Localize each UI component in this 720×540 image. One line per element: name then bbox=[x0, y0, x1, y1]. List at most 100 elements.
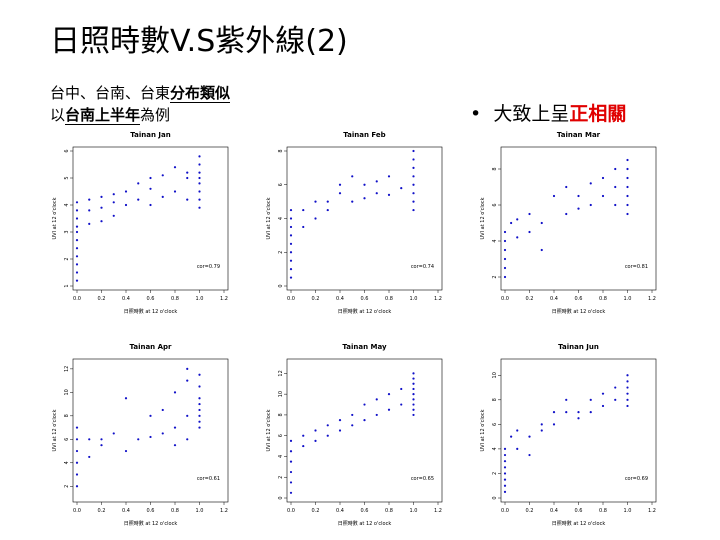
x-tick-label: 0.4 bbox=[122, 296, 130, 302]
scatter-point bbox=[412, 403, 415, 406]
scatter-point bbox=[516, 236, 519, 239]
x-tick-label: 0.8 bbox=[385, 508, 393, 514]
scatter-point bbox=[626, 374, 629, 377]
scatter-point bbox=[363, 419, 366, 422]
x-tick-label: 0.6 bbox=[575, 296, 583, 302]
scatter-point bbox=[124, 203, 128, 207]
x-tick-label: 0.8 bbox=[385, 296, 393, 302]
scatter-point bbox=[412, 413, 415, 417]
scatter-point bbox=[302, 208, 305, 212]
scatter-point bbox=[589, 398, 592, 401]
scatter-point bbox=[289, 470, 293, 474]
plot-title: Tainan May bbox=[342, 343, 387, 351]
x-tick-label: 0.2 bbox=[526, 296, 534, 302]
scatter-point bbox=[338, 419, 342, 422]
scatter-point bbox=[614, 167, 617, 171]
scatter-point bbox=[412, 175, 415, 178]
scatter-svg: Tainan Mar 0.0 0.2 0.4 0.6 0.8 1.0 1.2 2 4 6 8 日照時數 … bbox=[480, 131, 657, 315]
subtitle-line-2: 以台南上半年為例 bbox=[50, 105, 170, 125]
scatter-point bbox=[75, 225, 79, 228]
scatter-point bbox=[75, 255, 79, 258]
scatter-point bbox=[149, 203, 152, 207]
scatter-point bbox=[503, 239, 507, 243]
scatter-point bbox=[412, 208, 415, 212]
scatter-point bbox=[412, 183, 415, 186]
y-tick-label: 1 bbox=[64, 284, 70, 287]
y-axis-label: UVI at 12 o'clock bbox=[266, 409, 272, 451]
scatter-point bbox=[314, 217, 317, 220]
scatter-point bbox=[552, 194, 556, 198]
y-tick-label: 2 bbox=[278, 476, 284, 479]
scatter-point bbox=[503, 478, 507, 481]
scatter-point bbox=[88, 222, 91, 225]
scatter-point bbox=[565, 185, 568, 189]
scatter-point bbox=[351, 175, 354, 178]
scatter-point bbox=[565, 212, 568, 216]
scatter-point bbox=[198, 385, 201, 388]
scatter-point bbox=[626, 185, 629, 189]
x-tick-label: 0.6 bbox=[575, 508, 583, 514]
plot-tainan-feb: Tainan Feb 0.0 0.2 0.4 0.6 0.8 1.0 1.2 0 2 4 6 8 日照時數… bbox=[262, 125, 462, 325]
scatter-point bbox=[400, 187, 403, 190]
scatter-point bbox=[363, 403, 366, 406]
scatter-point bbox=[289, 481, 293, 484]
y-tick-label: 4 bbox=[492, 239, 498, 242]
scatter-point bbox=[137, 182, 140, 185]
scatter-point bbox=[100, 438, 103, 441]
subtitle-line-2-suffix: 為例 bbox=[140, 106, 171, 124]
y-tick-label: 12 bbox=[278, 370, 284, 376]
y-tick-label: 4 bbox=[64, 203, 70, 206]
scatter-point bbox=[626, 398, 629, 401]
scatter-point bbox=[75, 239, 79, 242]
x-tick-label: 1.2 bbox=[220, 296, 228, 302]
scatter-point bbox=[314, 200, 317, 203]
scatter-point bbox=[412, 382, 415, 385]
scatter-point bbox=[400, 403, 403, 406]
scatter-point bbox=[412, 166, 415, 169]
scatter-point bbox=[173, 166, 177, 169]
plot-tainan-jun: Tainan Jun 0.0 0.2 0.4 0.6 0.8 1.0 1.2 0 2 4 6 8 10 日照… bbox=[476, 337, 676, 537]
scatter-point bbox=[626, 392, 629, 395]
scatter-point bbox=[161, 174, 164, 177]
scatter-point bbox=[289, 268, 293, 271]
scatter-point bbox=[88, 198, 91, 201]
scatter-point bbox=[510, 435, 513, 438]
scatter-point bbox=[601, 404, 605, 408]
plot-title: Tainan Mar bbox=[557, 131, 601, 139]
scatter-point bbox=[186, 198, 189, 201]
x-axis-label: 日照時數 at 12 o'clock bbox=[124, 520, 178, 527]
scatter-point bbox=[412, 408, 415, 411]
scatter-point bbox=[314, 429, 317, 432]
scatter-point bbox=[338, 192, 342, 195]
scatter-point bbox=[173, 444, 177, 447]
scatter-point bbox=[503, 248, 507, 252]
x-axis-label: 日照時數 at 12 o'clock bbox=[552, 520, 606, 527]
subtitle-line-2-prefix: 以 bbox=[50, 106, 66, 124]
scatter-point bbox=[198, 176, 201, 180]
y-tick-label: 2 bbox=[492, 275, 498, 278]
scatter-point bbox=[626, 158, 629, 162]
scatter-point bbox=[149, 435, 152, 439]
scatter-point bbox=[289, 450, 293, 453]
x-tick-label: 1.2 bbox=[648, 296, 656, 302]
page-title: 日照時數V.S紫外線(2) bbox=[50, 24, 348, 59]
x-tick-label: 0.2 bbox=[98, 296, 106, 302]
x-tick-label: 0.6 bbox=[147, 508, 155, 514]
scatter-point bbox=[375, 413, 378, 417]
scatter-point bbox=[540, 221, 543, 225]
y-tick-label: 8 bbox=[278, 149, 284, 152]
scatter-point bbox=[577, 410, 580, 414]
x-tick-label: 1.0 bbox=[196, 296, 204, 302]
scatter-point bbox=[577, 194, 580, 198]
y-tick-label: 8 bbox=[492, 167, 498, 170]
scatter-point bbox=[289, 225, 293, 229]
plot-title: Tainan Jun bbox=[558, 343, 599, 351]
x-tick-label: 0.2 bbox=[98, 508, 106, 514]
x-tick-label: 0.2 bbox=[312, 508, 320, 514]
scatter-point bbox=[516, 218, 519, 221]
subtitle-line-1: 台中、台南、台東分布類似 bbox=[50, 83, 231, 103]
scatter-point bbox=[528, 230, 531, 234]
x-tick-label: 1.0 bbox=[410, 508, 418, 514]
x-tick-label: 0.6 bbox=[361, 508, 369, 514]
scatter-point bbox=[314, 439, 317, 442]
